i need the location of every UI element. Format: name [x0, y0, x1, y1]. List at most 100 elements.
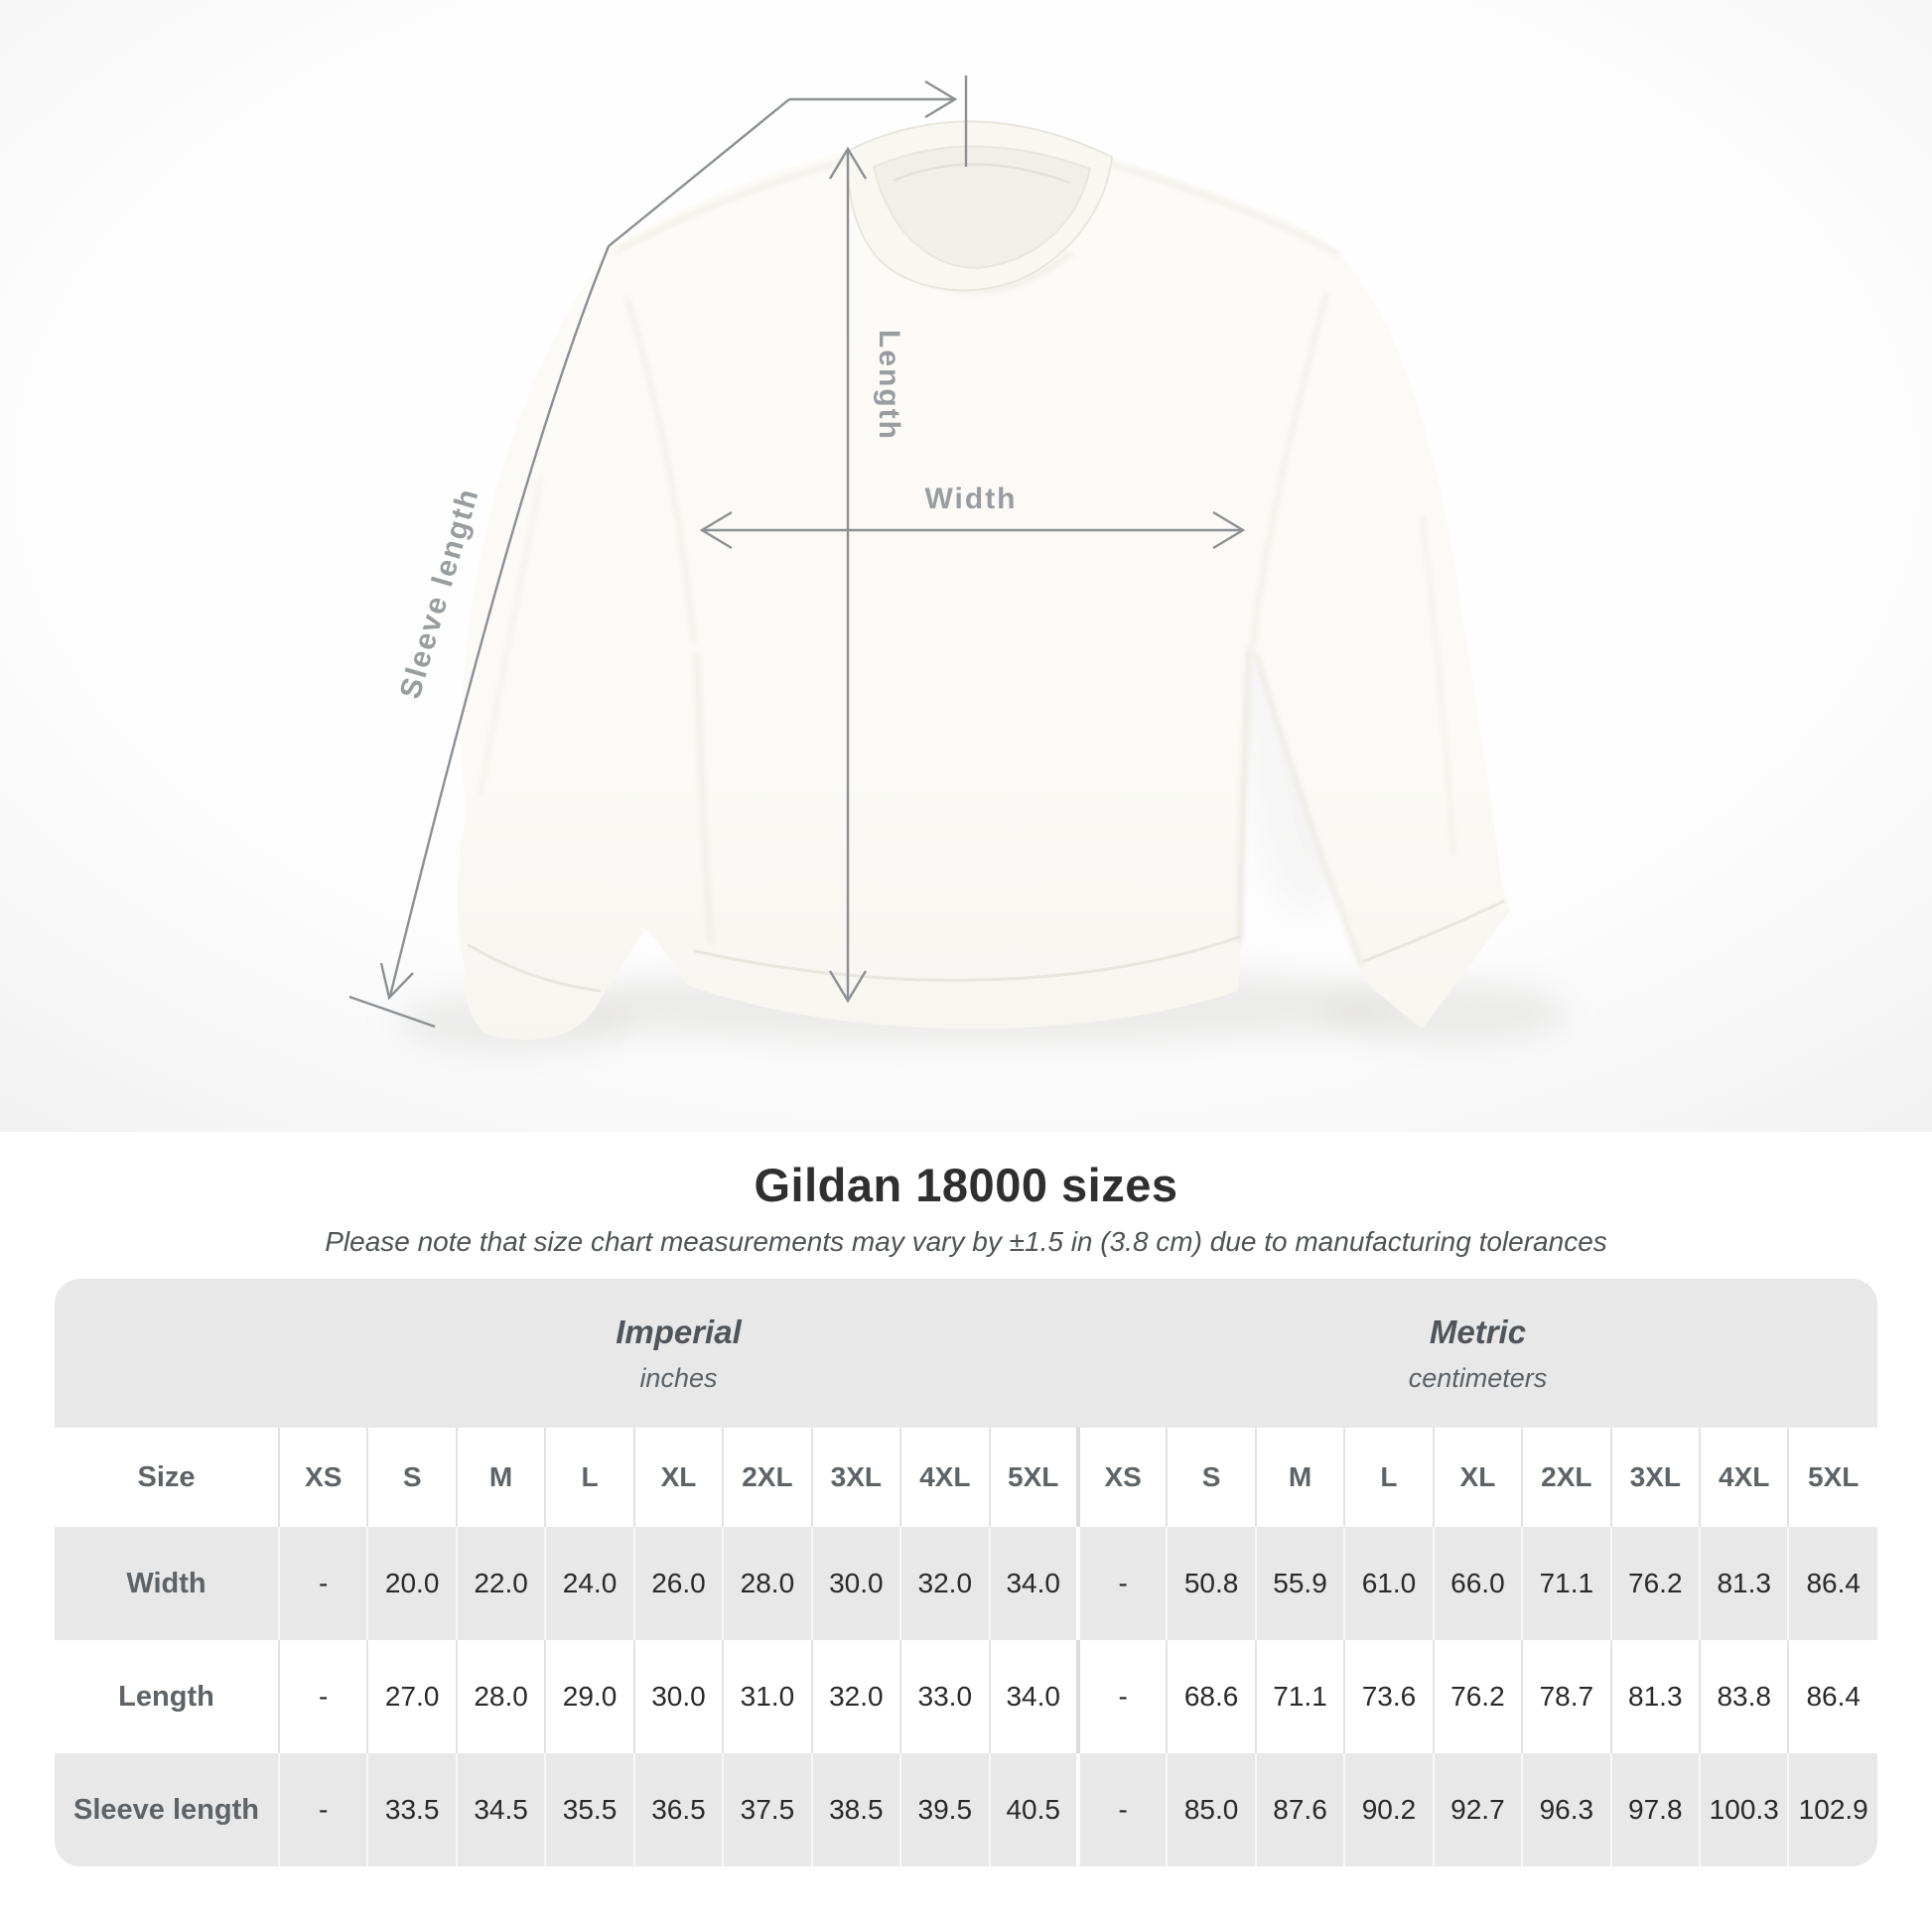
width-imperial-xl: 26.0	[632, 1527, 724, 1640]
width-imperial-l: 24.0	[544, 1527, 634, 1640]
sleeve-end-tick	[348, 995, 436, 1029]
size-header-imperial-4xl: 4XL	[899, 1428, 990, 1527]
width-imperial-s: 20.0	[366, 1527, 457, 1640]
product-photo: Length Width Sleeve length	[0, 0, 1932, 1132]
rib-bands	[467, 899, 1505, 993]
width-imperial-3xl: 30.0	[810, 1527, 901, 1640]
sleeve-metric-xl: 92.7	[1432, 1753, 1523, 1866]
sleeve-length-arrow	[348, 75, 968, 1029]
arrowhead-right-icon	[924, 79, 958, 119]
unit-groups-row: Imperial inches Metric centimeters	[55, 1279, 1877, 1428]
arrowhead-up-icon	[828, 146, 868, 180]
length-metric-3xl: 81.3	[1609, 1640, 1700, 1753]
sleeve-metric-l: 90.2	[1343, 1753, 1434, 1866]
width-metric-s: 50.8	[1166, 1527, 1256, 1640]
row-label: Sleeve length	[55, 1753, 279, 1866]
arrowhead-down-icon	[379, 962, 414, 1001]
sweatshirt-measurement-diagram: Length Width Sleeve length	[0, 0, 1932, 1132]
width-metric-xs: -	[1075, 1527, 1168, 1640]
collar-band	[846, 120, 1114, 292]
size-chart: Imperial inches Metric centimeters Size …	[55, 1279, 1877, 1866]
length-metric-s: 68.6	[1166, 1640, 1256, 1753]
sleeve-imperial-4xl: 39.5	[899, 1753, 990, 1866]
length-metric-5xl: 86.4	[1787, 1640, 1877, 1753]
sweatshirt-graphic	[457, 120, 1511, 1040]
length-metric-m: 71.1	[1254, 1640, 1345, 1753]
size-header-metric-3xl: 3XL	[1609, 1428, 1700, 1527]
imperial-unit: inches	[639, 1362, 718, 1393]
size-header-imperial-xs: XS	[277, 1428, 368, 1527]
width-imperial-xs: -	[277, 1527, 368, 1640]
tolerance-note: Please note that size chart measurements…	[325, 1226, 1607, 1257]
width-imperial-2xl: 28.0	[722, 1527, 812, 1640]
sleeve-imperial-xl: 36.5	[632, 1753, 724, 1866]
length-arrow	[828, 146, 868, 1004]
length-imperial-s: 27.0	[366, 1640, 457, 1753]
width-metric-3xl: 76.2	[1609, 1527, 1700, 1640]
size-header-imperial-s: S	[366, 1428, 457, 1527]
sleeve-imperial-2xl: 37.5	[722, 1753, 812, 1866]
width-imperial-5xl: 34.0	[988, 1527, 1078, 1640]
length-metric-4xl: 83.8	[1698, 1640, 1789, 1753]
length-imperial-xs: -	[277, 1640, 368, 1753]
width-imperial-m: 22.0	[455, 1527, 546, 1640]
width-imperial-4xl: 32.0	[899, 1527, 990, 1640]
width-metric-4xl: 81.3	[1698, 1527, 1789, 1640]
metric-unit: centimeters	[1408, 1362, 1548, 1393]
width-metric-m: 55.9	[1254, 1527, 1345, 1640]
sleeve-imperial-3xl: 38.5	[810, 1753, 901, 1866]
length-metric-xs: -	[1075, 1640, 1168, 1753]
collar-opening	[874, 146, 1090, 268]
width-metric-l: 61.0	[1343, 1527, 1434, 1640]
size-chart-table: Imperial inches Metric centimeters Size …	[55, 1279, 1877, 1866]
size-header-metric-5xl: 5XL	[1787, 1428, 1877, 1527]
size-header-imperial-m: M	[455, 1428, 546, 1527]
metric-title: Metric	[1429, 1312, 1527, 1350]
sleeve-imperial-l: 35.5	[544, 1753, 634, 1866]
measurement-overlay	[348, 75, 1246, 1029]
sleeve-imperial-s: 33.5	[366, 1753, 457, 1866]
size-header-metric-2xl: 2XL	[1521, 1428, 1611, 1527]
metric-group-header: Metric centimeters	[1077, 1279, 1877, 1428]
sleeve-metric-4xl: 100.3	[1698, 1753, 1789, 1866]
sleeve-metric-5xl: 102.9	[1787, 1753, 1877, 1866]
width-metric-5xl: 86.4	[1787, 1527, 1877, 1640]
size-header-imperial-5xl: 5XL	[988, 1428, 1078, 1527]
length-imperial-4xl: 33.0	[899, 1640, 990, 1753]
sleeve-imperial-m: 34.5	[455, 1753, 546, 1866]
size-header-metric-xl: XL	[1432, 1428, 1523, 1527]
size-header-imperial-l: L	[544, 1428, 634, 1527]
sleeve-metric-xs: -	[1075, 1753, 1168, 1866]
length-imperial-2xl: 31.0	[722, 1640, 812, 1753]
page-title: Gildan 18000 sizes	[754, 1159, 1178, 1211]
sleeve-metric-s: 85.0	[1166, 1753, 1256, 1866]
imperial-title: Imperial	[616, 1312, 742, 1350]
size-header-metric-s: S	[1166, 1428, 1256, 1527]
sleeve-length-row: Sleeve length - 33.5 34.5 35.5 36.5 37.5…	[55, 1753, 1877, 1866]
row-label: Length	[55, 1640, 279, 1753]
size-column-header: Size	[55, 1428, 279, 1527]
sleeve-imperial-xs: -	[277, 1753, 368, 1866]
imperial-group-header: Imperial inches	[279, 1279, 1078, 1428]
size-header-imperial-2xl: 2XL	[722, 1428, 812, 1527]
length-metric-2xl: 78.7	[1521, 1640, 1611, 1753]
width-arrow	[699, 510, 1246, 550]
length-metric-l: 73.6	[1343, 1640, 1434, 1753]
length-imperial-m: 28.0	[455, 1640, 546, 1753]
collar-stitch	[893, 163, 1071, 185]
size-header-metric-m: M	[1254, 1428, 1345, 1527]
size-header-imperial-xl: XL	[632, 1428, 724, 1527]
size-header-row: Size XS S M L XL 2XL 3XL 4XL 5XL XS S M …	[55, 1428, 1877, 1527]
arrowhead-right-icon	[1212, 510, 1246, 550]
sweatshirt-body	[457, 122, 1511, 1040]
length-imperial-xl: 30.0	[632, 1640, 724, 1753]
size-header-metric-l: L	[1343, 1428, 1434, 1527]
units-spacer	[55, 1279, 279, 1428]
length-imperial-l: 29.0	[544, 1640, 634, 1753]
sleeve-metric-m: 87.6	[1254, 1753, 1345, 1866]
length-metric-xl: 76.2	[1432, 1640, 1523, 1753]
length-imperial-5xl: 34.0	[988, 1640, 1078, 1753]
arrowhead-left-icon	[699, 510, 733, 550]
length-label: Length	[873, 330, 905, 441]
